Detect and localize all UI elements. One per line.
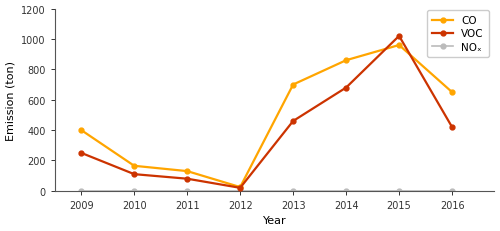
CO [78, 129, 84, 132]
NOₓ [237, 189, 243, 192]
CO [396, 44, 402, 47]
CO [184, 170, 190, 173]
VOC [290, 120, 296, 123]
Line: CO: CO [79, 43, 454, 190]
X-axis label: Year: Year [263, 216, 286, 225]
Line: NOₓ: NOₓ [79, 188, 454, 193]
VOC [78, 152, 84, 155]
NOₓ [449, 189, 455, 192]
NOₓ [131, 189, 137, 192]
NOₓ [290, 189, 296, 192]
VOC [131, 173, 137, 176]
Legend: CO, VOC, NOₓ: CO, VOC, NOₓ [427, 11, 489, 58]
NOₓ [78, 189, 84, 192]
NOₓ [343, 189, 349, 192]
CO [237, 186, 243, 189]
VOC [184, 178, 190, 180]
VOC [396, 35, 402, 38]
VOC [343, 87, 349, 90]
NOₓ [396, 189, 402, 192]
CO [343, 60, 349, 62]
VOC [449, 126, 455, 129]
CO [449, 91, 455, 94]
NOₓ [184, 189, 190, 192]
Line: VOC: VOC [79, 34, 454, 190]
Y-axis label: Emission (ton): Emission (ton) [6, 61, 16, 140]
CO [290, 84, 296, 87]
VOC [237, 187, 243, 189]
CO [131, 165, 137, 167]
